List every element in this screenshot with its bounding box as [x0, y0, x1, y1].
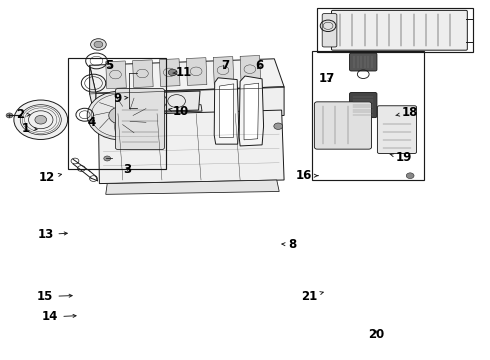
- Text: 14: 14: [42, 310, 76, 324]
- Polygon shape: [213, 57, 234, 84]
- Polygon shape: [90, 65, 96, 122]
- Bar: [313, 51, 424, 180]
- Circle shape: [406, 173, 414, 179]
- Circle shape: [14, 100, 68, 139]
- FancyBboxPatch shape: [322, 14, 337, 47]
- Polygon shape: [96, 87, 284, 122]
- Text: 21: 21: [301, 290, 323, 303]
- FancyBboxPatch shape: [116, 89, 164, 149]
- Text: 1: 1: [22, 122, 37, 135]
- Polygon shape: [133, 91, 200, 112]
- Text: 19: 19: [390, 151, 412, 164]
- FancyBboxPatch shape: [349, 53, 377, 71]
- Text: 12: 12: [39, 171, 62, 184]
- Text: 4: 4: [87, 116, 96, 129]
- Circle shape: [6, 113, 13, 118]
- Text: 16: 16: [296, 169, 318, 182]
- FancyBboxPatch shape: [349, 93, 377, 118]
- FancyBboxPatch shape: [377, 106, 416, 153]
- Polygon shape: [214, 78, 239, 144]
- Text: 2: 2: [16, 108, 30, 121]
- FancyBboxPatch shape: [331, 10, 467, 50]
- Circle shape: [109, 107, 132, 124]
- Circle shape: [104, 156, 111, 161]
- Polygon shape: [186, 58, 207, 85]
- Text: 5: 5: [105, 59, 113, 72]
- Text: 6: 6: [255, 59, 264, 72]
- Polygon shape: [137, 105, 202, 113]
- Polygon shape: [240, 55, 261, 83]
- Text: 10: 10: [169, 105, 189, 118]
- Text: 15: 15: [37, 290, 72, 303]
- Polygon shape: [106, 180, 279, 194]
- Text: 17: 17: [319, 72, 335, 85]
- Text: 13: 13: [37, 228, 67, 241]
- Circle shape: [274, 123, 283, 130]
- Circle shape: [87, 91, 154, 140]
- Circle shape: [91, 39, 106, 50]
- Text: 8: 8: [282, 238, 296, 251]
- Polygon shape: [98, 110, 284, 184]
- Text: 9: 9: [114, 92, 128, 105]
- Bar: [68, 58, 166, 169]
- Text: 20: 20: [368, 328, 384, 341]
- Circle shape: [35, 116, 47, 124]
- Circle shape: [94, 41, 103, 48]
- Polygon shape: [220, 84, 234, 138]
- Text: 18: 18: [396, 106, 418, 119]
- Polygon shape: [244, 83, 259, 140]
- Text: 11: 11: [173, 66, 192, 79]
- FancyBboxPatch shape: [315, 102, 371, 149]
- Polygon shape: [239, 76, 264, 146]
- Polygon shape: [90, 59, 284, 93]
- Bar: [318, 8, 473, 51]
- Text: 7: 7: [221, 59, 229, 72]
- Polygon shape: [106, 61, 126, 89]
- Polygon shape: [133, 60, 153, 87]
- Circle shape: [168, 69, 177, 76]
- Text: 3: 3: [122, 163, 131, 176]
- Polygon shape: [159, 59, 180, 86]
